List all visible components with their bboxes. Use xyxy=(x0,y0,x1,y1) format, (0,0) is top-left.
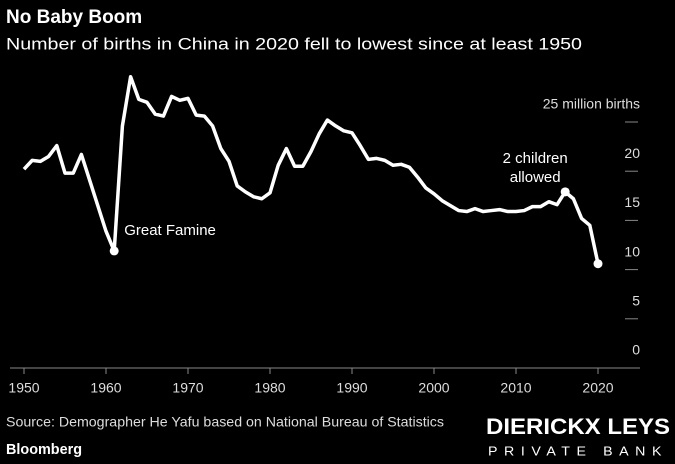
annotation: allowed xyxy=(510,169,561,186)
annotation: Great Famine xyxy=(124,222,216,239)
y-tick-label: 15 xyxy=(624,194,640,210)
x-tick-label: 1990 xyxy=(336,380,367,396)
x-tick-label: 2000 xyxy=(418,380,449,396)
source: Source: Demographer He Yafu based on Nat… xyxy=(6,414,444,430)
y-tick-label: 10 xyxy=(624,243,640,259)
x-tick-label: 1970 xyxy=(172,380,203,396)
end-dot xyxy=(593,259,603,269)
annotation: 2 children xyxy=(503,150,568,167)
x-tick-label: 1960 xyxy=(90,380,121,396)
chart-subtitle: Number of births in China in 2020 fell t… xyxy=(6,34,582,53)
x-tick-label: 1950 xyxy=(8,380,39,396)
x-tick-label: 1980 xyxy=(254,380,285,396)
y-tick-label: 20 xyxy=(624,145,640,161)
publisher: Bloomberg xyxy=(6,441,82,458)
annotation-dot xyxy=(109,246,119,256)
line xyxy=(22,74,600,265)
y-tick-label: 5 xyxy=(632,293,640,309)
chart-title: No Baby Boom xyxy=(6,7,142,28)
annotation-dot xyxy=(560,187,570,197)
y-tick-label: 0 xyxy=(632,342,640,358)
logo-sub: PRIVATE BANK xyxy=(488,443,668,458)
logo-name: DIERICKX LEYS xyxy=(486,414,670,439)
y-tick-label: 25 million births xyxy=(543,96,640,112)
x-tick-label: 2020 xyxy=(582,380,613,396)
x-tick-label: 2010 xyxy=(500,380,531,396)
